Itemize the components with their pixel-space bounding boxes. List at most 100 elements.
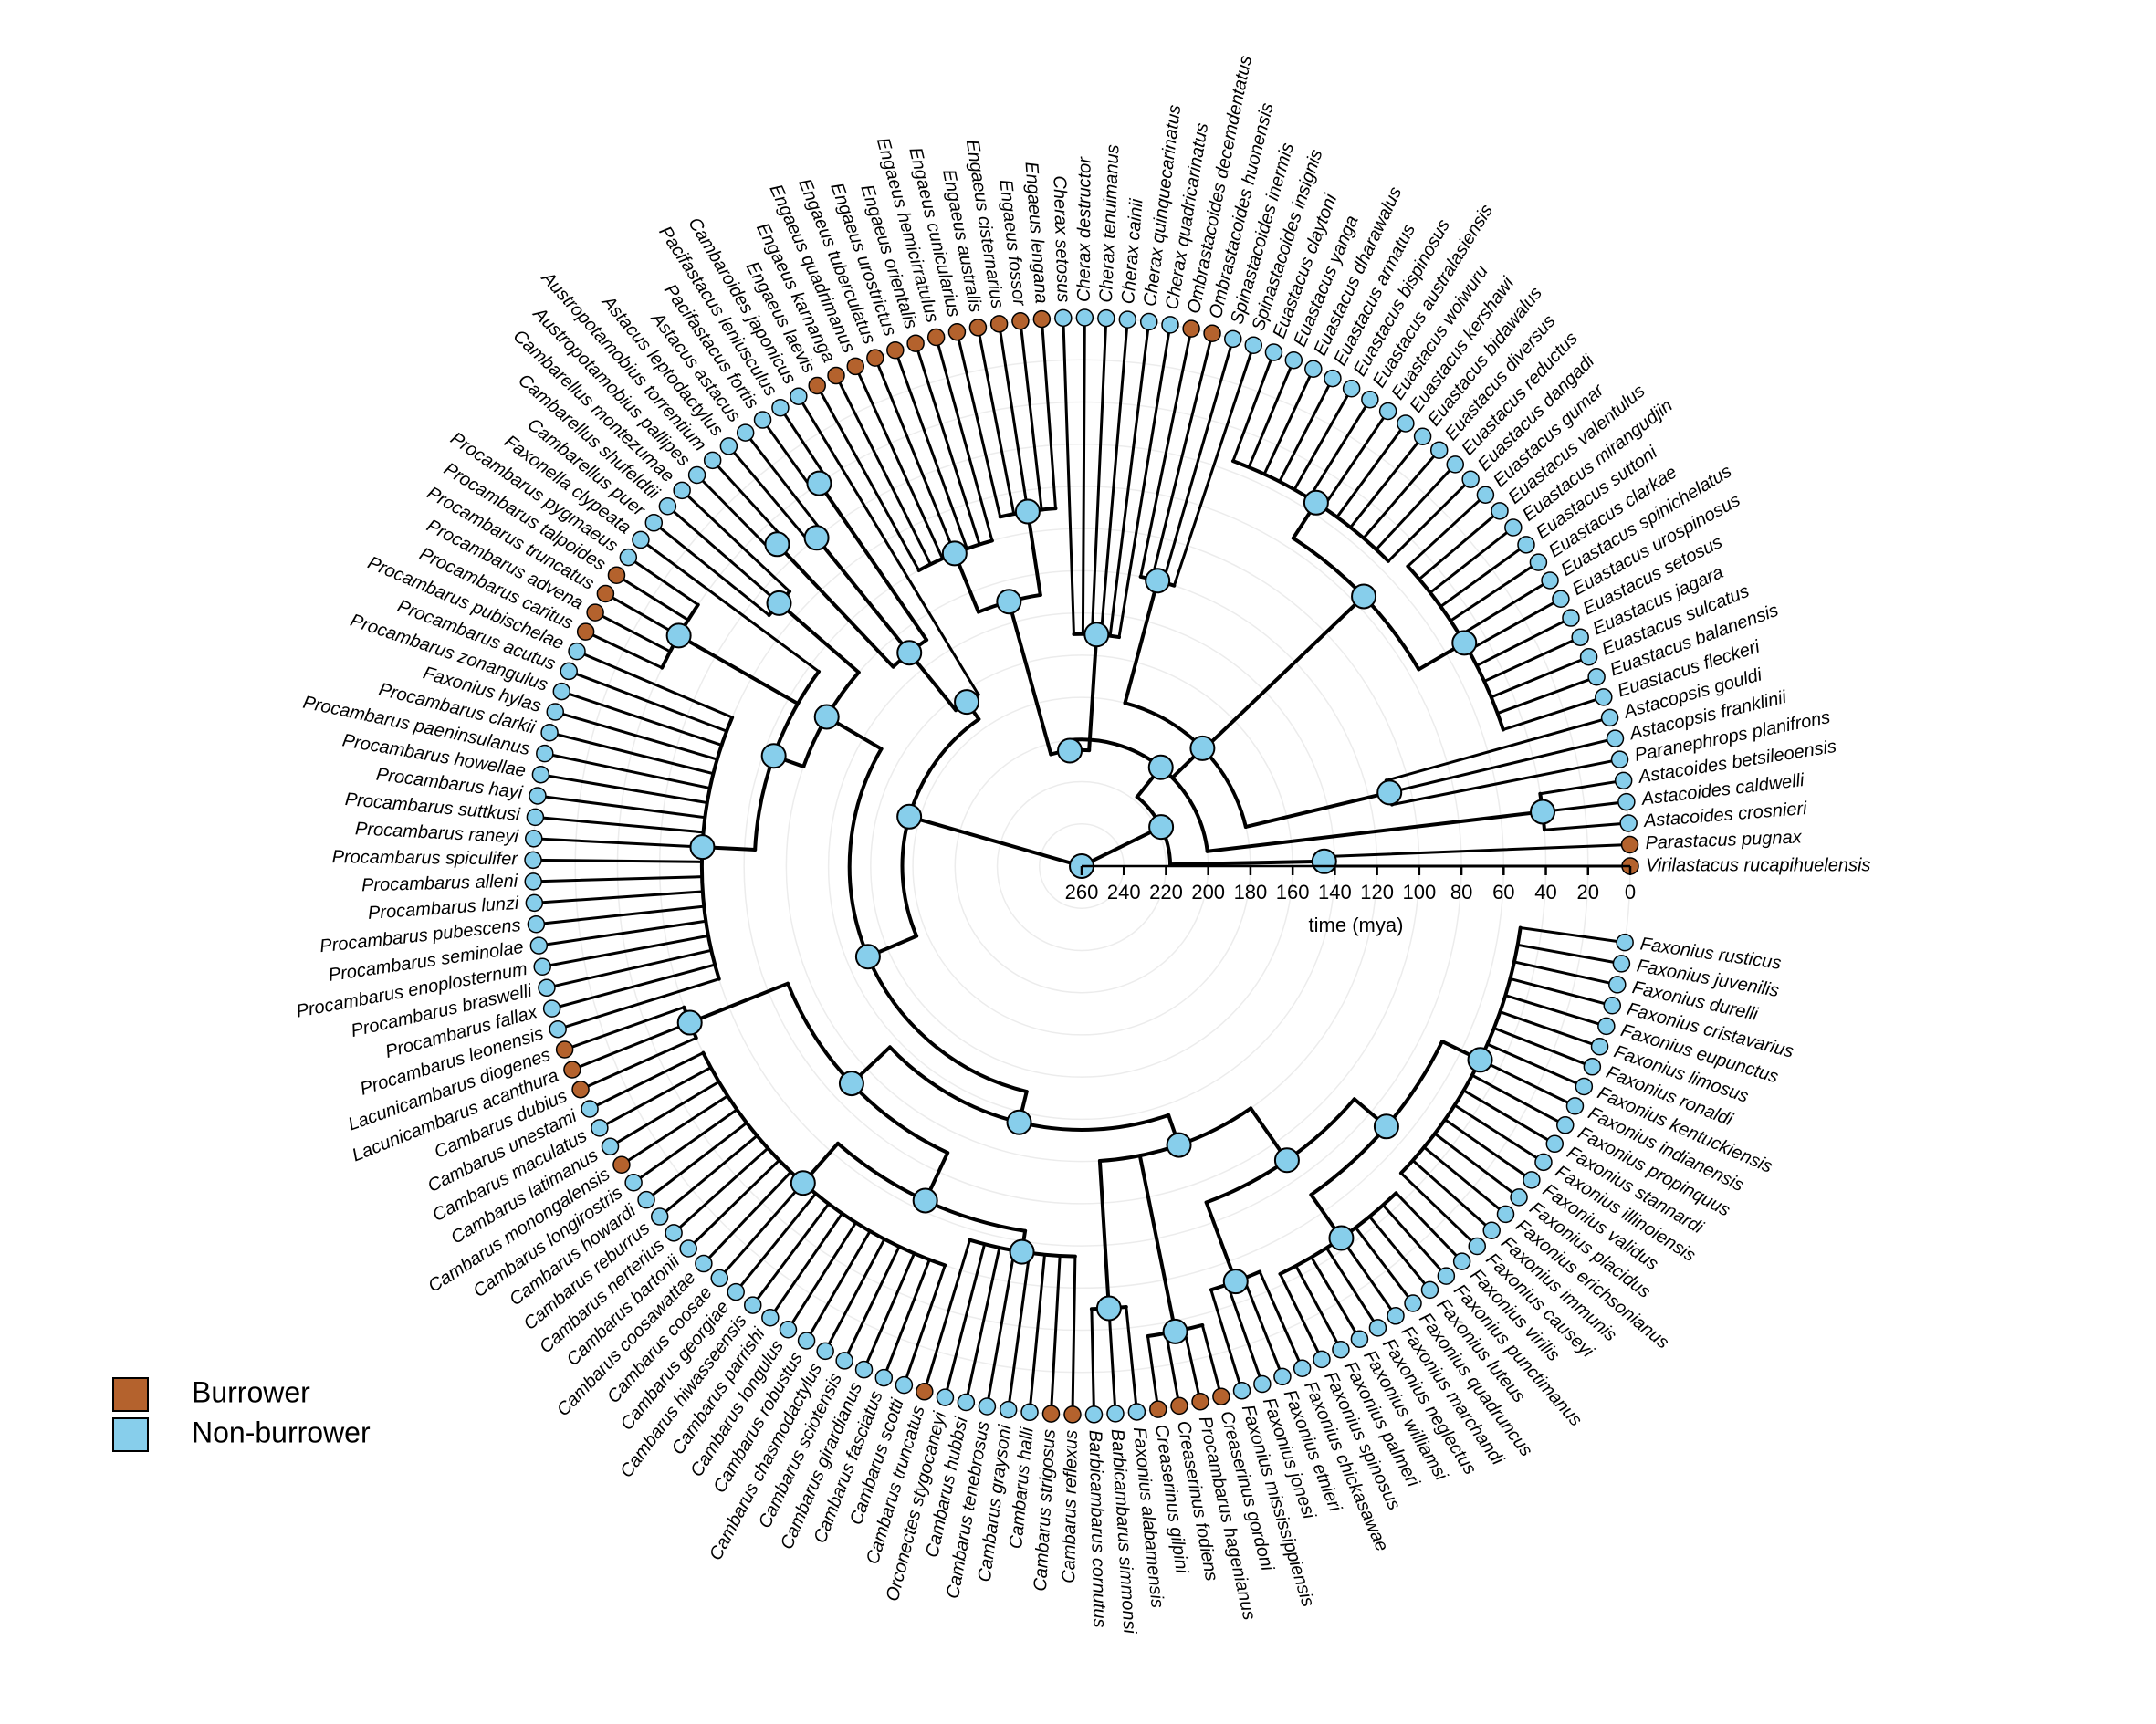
tip-state [1075, 308, 1094, 327]
tip-branch [1367, 1215, 1431, 1291]
tip-state [527, 915, 546, 934]
tip-state [529, 787, 547, 805]
tip-state [1606, 729, 1625, 747]
branch [1025, 509, 1042, 597]
node-marker [760, 743, 787, 769]
tip-branch [658, 1134, 759, 1218]
tip-branch [923, 1238, 971, 1394]
tip-state [703, 451, 722, 470]
tip-branch [1040, 318, 1057, 510]
tip-state [571, 1080, 590, 1099]
legend-swatch [112, 1417, 149, 1452]
tip-branch [1019, 319, 1043, 511]
tip-branch [1508, 977, 1614, 1008]
node-marker [813, 704, 840, 730]
tip-branch [1453, 1103, 1545, 1164]
branch [676, 633, 801, 706]
tip-state [525, 893, 544, 913]
tip-state [542, 999, 561, 1018]
tip-state [808, 376, 826, 395]
tip-branch [1310, 1256, 1361, 1341]
tip-state [854, 1360, 874, 1379]
tip-state [563, 1061, 581, 1079]
tip-branch [1503, 994, 1608, 1028]
tip-state [687, 465, 706, 485]
tip-state [1397, 414, 1415, 433]
tip-branch [761, 418, 813, 490]
tip-state [607, 566, 626, 585]
tip-state [1011, 312, 1030, 330]
node-marker [1147, 754, 1174, 780]
tip-branch [532, 837, 704, 849]
tip-branch [614, 573, 690, 622]
tip-label: Cherax tenuimanus [1096, 144, 1124, 303]
tip-branch [1090, 1307, 1095, 1416]
tip-state [797, 1332, 816, 1350]
tip-state [1541, 571, 1559, 590]
tip-branch [1433, 1132, 1521, 1199]
tip-state [736, 423, 755, 442]
branch [1007, 600, 1053, 757]
axis-tick-label: 20 [1577, 881, 1599, 904]
tip-branch [686, 1158, 781, 1250]
tip-branch [1439, 543, 1528, 609]
tip-branch [1007, 1251, 1031, 1412]
tip-branch [734, 1192, 818, 1294]
node-marker [1467, 1047, 1493, 1073]
tip-branch [680, 488, 791, 593]
tip-branch [639, 538, 821, 674]
tip-branch [769, 1212, 844, 1320]
tip-branch [1406, 493, 1487, 568]
tip-state [695, 1254, 713, 1273]
tip-branch [1449, 560, 1540, 622]
tip-state [1468, 1237, 1487, 1256]
tip-state [1446, 455, 1464, 474]
node-marker [764, 531, 790, 558]
node-marker [676, 1009, 703, 1036]
tip-branch [1117, 323, 1172, 639]
tip-branch [620, 1094, 729, 1166]
tip-label: Cherax setosus [1049, 175, 1073, 303]
tip-branch [536, 794, 706, 820]
tip-label: Cambarus reflexus [1059, 1430, 1082, 1583]
tip-branch [553, 710, 719, 761]
tip-state [581, 1100, 599, 1118]
tip-state [1054, 308, 1073, 328]
tip-branch [744, 431, 825, 535]
branch [1205, 810, 1545, 853]
node-marker [996, 589, 1022, 615]
tip-branch [626, 556, 700, 607]
tip-branch [531, 858, 704, 863]
tip-state [1619, 814, 1638, 832]
node-marker [1057, 737, 1083, 764]
axis-tick-label: 220 [1149, 881, 1183, 904]
tip-state [1182, 319, 1200, 338]
tip-branch [727, 444, 812, 545]
node-marker [1311, 848, 1337, 874]
tip-branch [1231, 350, 1275, 463]
tip-state [1304, 360, 1323, 378]
tip-branch [652, 521, 770, 617]
tip-branch [1247, 359, 1295, 469]
legend: Burrower Non-burrower [112, 1375, 371, 1452]
tip-branch [1362, 448, 1441, 540]
branch [1243, 790, 1392, 829]
tip-state [673, 481, 691, 500]
tip-branch [1307, 398, 1372, 500]
tip-branch [556, 977, 721, 1031]
tip-branch [1226, 1282, 1264, 1385]
node-marker [1095, 1295, 1122, 1322]
tip-branch [1496, 675, 1598, 716]
tip-branch [593, 611, 672, 653]
tip-branch [632, 1108, 738, 1185]
axis-tick-label: 260 [1065, 881, 1099, 904]
tip-state [1063, 1405, 1082, 1424]
tip-branch [1081, 316, 1086, 636]
tip-state [916, 1383, 934, 1401]
node-marker [790, 1170, 816, 1196]
tip-state [1149, 1400, 1167, 1418]
tip-branch [1146, 1334, 1160, 1411]
tip-branch [1467, 597, 1563, 653]
